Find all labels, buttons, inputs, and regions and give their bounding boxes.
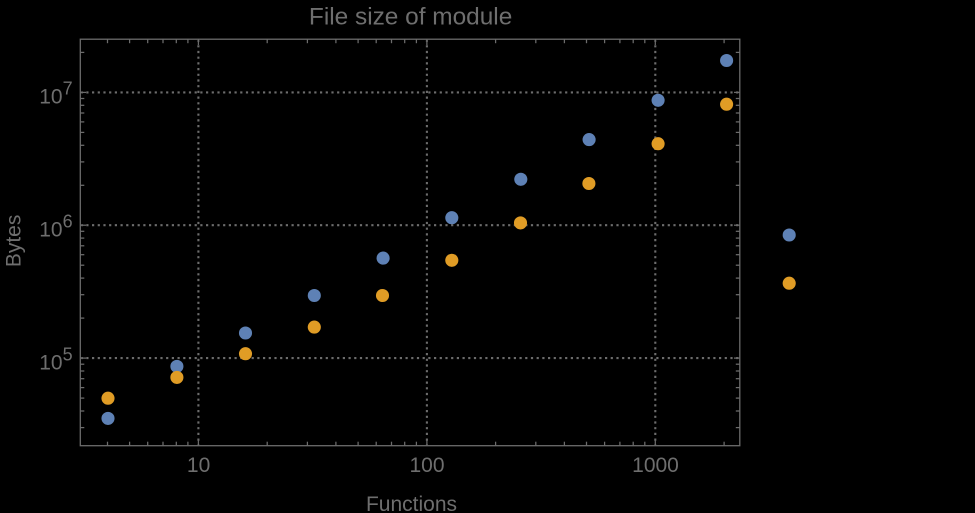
svg-text:5: 5 xyxy=(63,344,73,364)
svg-text:10: 10 xyxy=(39,351,62,374)
svg-text:100: 100 xyxy=(409,454,444,477)
svg-text:10: 10 xyxy=(39,219,62,242)
svg-text:7: 7 xyxy=(63,79,73,99)
svg-text:1000: 1000 xyxy=(632,454,679,477)
svg-text:Functions: Functions xyxy=(366,493,457,513)
svg-text:10: 10 xyxy=(39,86,62,109)
svg-text:File size of module: File size of module xyxy=(309,4,512,31)
svg-text:Bytes: Bytes xyxy=(2,215,25,268)
svg-text:6: 6 xyxy=(63,211,73,231)
svg-text:10: 10 xyxy=(187,454,210,477)
